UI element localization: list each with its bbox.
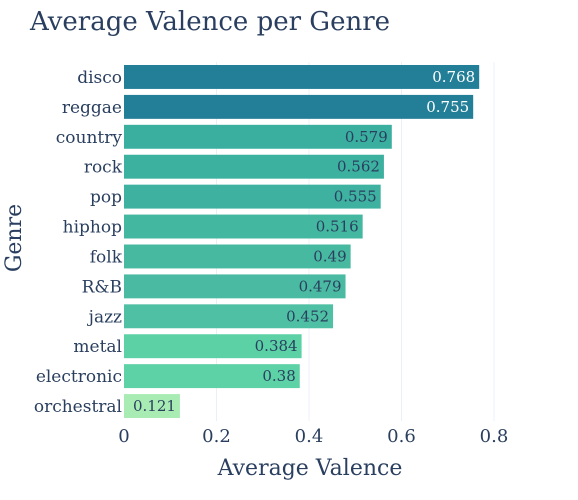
bar-value-label: 0.579: [345, 128, 388, 146]
bar-value-label: 0.38: [262, 367, 295, 385]
category-label: electronic: [36, 367, 122, 387]
bar-value-label: 0.755: [426, 98, 469, 116]
category-label: rock: [84, 158, 123, 178]
bar-value-label: 0.516: [316, 218, 359, 236]
bar: [124, 214, 363, 239]
category-label: folk: [90, 247, 123, 267]
x-tick-label: 0.2: [202, 426, 231, 447]
x-tick-label: 0.4: [295, 426, 324, 447]
category-label: pop: [90, 188, 122, 208]
bar: [124, 154, 384, 179]
x-axis-title: Average Valence: [217, 456, 403, 481]
category-label: orchestral: [34, 397, 122, 417]
x-tick-label: 0.8: [480, 426, 509, 447]
category-labels: disco reggae country rock pop hiphop folk R&B ja…: [34, 68, 123, 417]
bar: [124, 64, 480, 89]
bar: [124, 184, 381, 209]
bar-value-label: 0.384: [255, 337, 298, 355]
bar-value-label: 0.562: [337, 158, 380, 176]
chart-title: Average Valence per Genre: [29, 7, 390, 37]
bar: [124, 334, 302, 359]
bar: [124, 364, 300, 389]
category-label: hiphop: [63, 218, 122, 238]
bar: [124, 274, 346, 299]
bar: [124, 394, 180, 419]
bar-value-label: 0.121: [133, 397, 176, 415]
bar: [124, 304, 334, 329]
category-label: jazz: [87, 307, 122, 327]
bar-value-label: 0.479: [299, 277, 342, 295]
category-label: country: [56, 128, 123, 148]
bar-value-label: 0.452: [286, 307, 329, 325]
x-tick-labels: 0 0.2 0.4 0.6 0.8: [118, 426, 508, 447]
category-label: R&B: [82, 277, 122, 297]
category-label: metal: [73, 337, 122, 357]
bar-value-label: 0.555: [334, 188, 377, 206]
bar: [124, 124, 392, 149]
bars: [124, 64, 480, 419]
bar-value-label: 0.768: [432, 68, 475, 86]
y-axis-title: Genre: [2, 204, 27, 272]
bar: [124, 244, 351, 269]
bar: [124, 94, 474, 119]
x-tick-label: 0: [118, 426, 129, 447]
x-tick-label: 0.6: [387, 426, 416, 447]
value-labels: 0.768 0.755 0.579 0.562 0.555 0.516 0.49 0.479 0…: [133, 68, 475, 415]
bar-value-label: 0.49: [313, 247, 346, 265]
category-label: disco: [77, 68, 122, 88]
category-label: reggae: [62, 98, 122, 118]
gridlines: [216, 62, 495, 421]
